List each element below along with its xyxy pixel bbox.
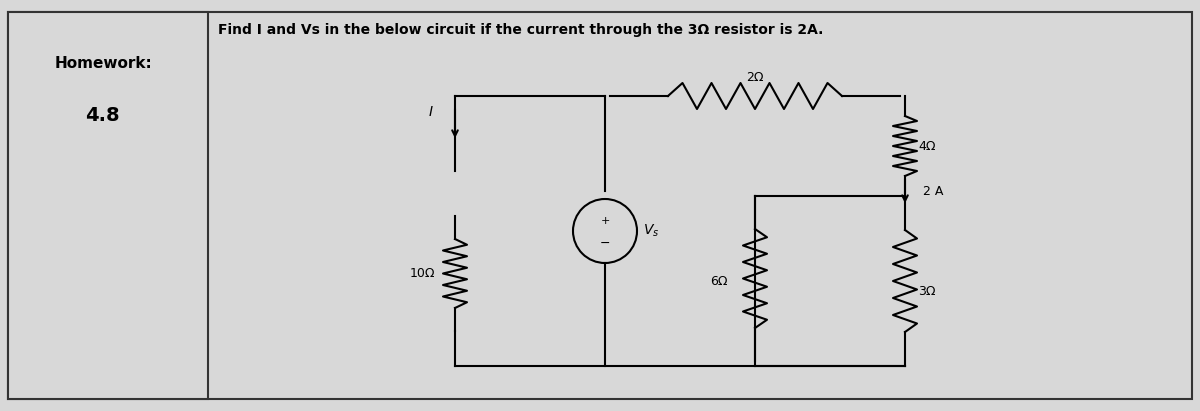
Text: $V_s$: $V_s$ bbox=[643, 223, 659, 239]
Text: I: I bbox=[428, 105, 433, 119]
Text: Homework:: Homework: bbox=[55, 56, 152, 71]
FancyBboxPatch shape bbox=[8, 12, 1192, 399]
Text: 3Ω: 3Ω bbox=[918, 284, 936, 298]
Text: 10Ω: 10Ω bbox=[410, 267, 436, 280]
FancyBboxPatch shape bbox=[8, 12, 208, 399]
Text: Find I and Vs in the below circuit if the current through the 3Ω resistor is 2A.: Find I and Vs in the below circuit if th… bbox=[218, 23, 823, 37]
Text: 2Ω: 2Ω bbox=[746, 71, 763, 84]
Text: 6Ω: 6Ω bbox=[710, 275, 727, 288]
Text: 2 A: 2 A bbox=[923, 185, 943, 198]
Text: 4.8: 4.8 bbox=[85, 106, 120, 125]
Text: 4Ω: 4Ω bbox=[918, 139, 936, 152]
Text: −: − bbox=[600, 236, 611, 249]
Text: +: + bbox=[600, 216, 610, 226]
